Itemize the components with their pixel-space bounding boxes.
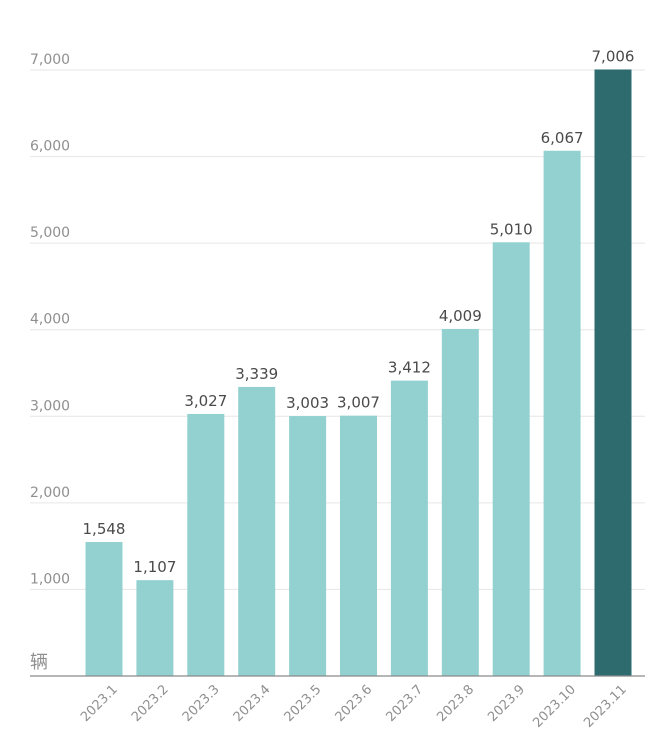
y-tick-label: 4,000 bbox=[30, 312, 70, 328]
x-tick-label: 2023.7 bbox=[383, 682, 426, 725]
y-axis-tick-labels: 1,000 2,000 3,000 4,000 5,000 6,000 7,000 bbox=[30, 52, 70, 587]
bar-value-labels: 1,548 1,107 3,027 3,339 3,003 3,007 3,412 4,009… bbox=[83, 47, 635, 576]
bar-value-label: 3,003 bbox=[286, 394, 329, 412]
bar-value-label: 1,548 bbox=[83, 520, 126, 538]
bar-2023.6 bbox=[340, 415, 377, 676]
bar-value-label: 5,010 bbox=[490, 220, 533, 238]
x-tick-label: 2023.3 bbox=[180, 682, 223, 725]
bar-2023.4 bbox=[238, 386, 276, 676]
bar-value-label: 6,067 bbox=[541, 129, 584, 147]
y-tick-label: 5,000 bbox=[30, 225, 70, 241]
y-axis-unit-label: 辆 bbox=[30, 652, 48, 673]
bar-2023.10 bbox=[543, 150, 581, 677]
y-tick-label: 1,000 bbox=[30, 571, 70, 587]
y-tick-label: 3,000 bbox=[30, 398, 70, 414]
bar-value-label: 3,412 bbox=[388, 359, 431, 377]
bar-2023.8 bbox=[441, 328, 479, 676]
bar-2023.5 bbox=[289, 416, 327, 676]
y-tick-label: 6,000 bbox=[30, 139, 70, 155]
bar-2023.3 bbox=[187, 413, 225, 676]
bar-2023.1 bbox=[85, 541, 123, 676]
x-tick-label: 2023.4 bbox=[231, 682, 274, 725]
bar-2023.11 bbox=[594, 69, 632, 676]
x-tick-label: 2023.10 bbox=[530, 682, 579, 731]
bar-value-label: 4,009 bbox=[439, 307, 482, 325]
bar-2023.9 bbox=[492, 242, 530, 676]
x-tick-label: 2023.6 bbox=[333, 682, 376, 725]
bar-value-label: 7,006 bbox=[592, 47, 635, 65]
bar-2023.7 bbox=[390, 380, 428, 676]
bar-value-label: 1,107 bbox=[133, 558, 176, 576]
bar-value-label: 3,027 bbox=[184, 392, 227, 410]
y-tick-label: 2,000 bbox=[30, 485, 70, 501]
x-tick-label: 2023.5 bbox=[282, 682, 325, 725]
bar-value-label: 3,339 bbox=[235, 365, 278, 383]
gridlines bbox=[30, 69, 645, 590]
x-tick-label: 2023.9 bbox=[485, 682, 528, 725]
x-tick-label: 2023.11 bbox=[581, 682, 630, 731]
bar-2023.2 bbox=[136, 580, 174, 676]
y-tick-label: 7,000 bbox=[30, 52, 70, 68]
x-axis-tick-labels: 2023.1 2023.2 2023.3 2023.4 2023.5 2023.6 2023… bbox=[78, 682, 630, 731]
x-tick-label: 2023.1 bbox=[78, 682, 121, 725]
bars bbox=[85, 69, 632, 677]
bar-value-label: 3,007 bbox=[337, 394, 380, 412]
x-tick-label: 2023.8 bbox=[434, 682, 477, 725]
x-tick-label: 2023.2 bbox=[129, 682, 172, 725]
